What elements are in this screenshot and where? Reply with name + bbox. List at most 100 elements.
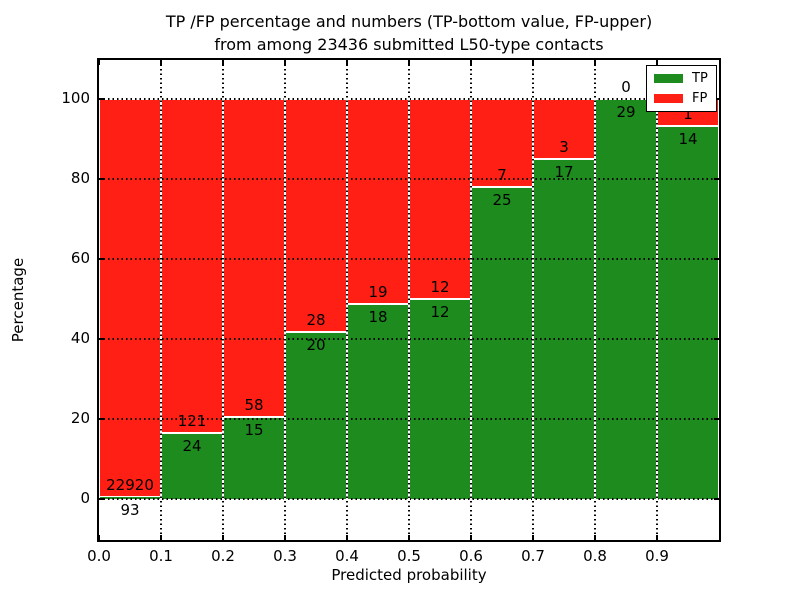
- xtick-label-0.3: 0.3: [273, 547, 297, 565]
- bar-segment-tp-6: [471, 186, 533, 499]
- bar-segment-fp-1: [161, 99, 223, 433]
- xtick-bottom-0.6: [470, 535, 472, 540]
- ytick-right-60: [714, 258, 719, 260]
- gridline-x-0.9: [656, 60, 658, 540]
- gridline-x-0.2: [222, 60, 224, 540]
- chart-title-line2: from among 23436 submitted L50-type cont…: [214, 35, 604, 54]
- ytick-label-20: 20: [70, 409, 90, 427]
- bar-segment-tp-1: [161, 432, 223, 499]
- gridline-x-0.1: [160, 60, 162, 540]
- xtick-label-0.9: 0.9: [645, 547, 669, 565]
- legend-item-tp: TP: [654, 72, 708, 85]
- tp-count-label-2: 15: [244, 420, 264, 439]
- gridline-x-0.4: [346, 60, 348, 540]
- bar-segment-tp-3: [285, 332, 347, 499]
- ytick-left-80: [99, 178, 104, 180]
- bar-segment-tp-5: [409, 299, 471, 499]
- fp-count-label-6: 7: [497, 165, 507, 184]
- xtick-label-0.4: 0.4: [335, 547, 359, 565]
- bar-segment-fp-6: [471, 99, 533, 187]
- chart-title-line1: TP /FP percentage and numbers (TP-bottom…: [165, 12, 653, 31]
- xtick-top-0.6: [470, 60, 472, 65]
- xtick-top-0.3: [284, 60, 286, 65]
- xtick-top-0.0: [98, 60, 100, 65]
- bar-segment-fp-7: [533, 99, 595, 159]
- bar-segment-tp-8: [595, 99, 657, 499]
- legend-item-fp: FP: [654, 92, 708, 105]
- xtick-top-0.9: [656, 60, 658, 65]
- ytick-left-40: [99, 338, 104, 340]
- xtick-top-0.4: [346, 60, 348, 65]
- xtick-label-0.2: 0.2: [211, 547, 235, 565]
- gridline-x-0.6: [470, 60, 472, 540]
- legend-label-tp: TP: [692, 71, 708, 86]
- tp-count-label-3: 20: [306, 336, 326, 355]
- ytick-label-80: 80: [70, 169, 90, 187]
- fp-count-label-4: 19: [368, 283, 388, 302]
- tp-count-label-0: 93: [120, 501, 140, 520]
- xtick-bottom-0.4: [346, 535, 348, 540]
- bar-segment-fp-4: [347, 99, 409, 305]
- bar-segment-tp-7: [533, 159, 595, 499]
- gridline-x-0.5: [408, 60, 410, 540]
- fp-count-label-7: 3: [559, 138, 569, 156]
- gridline-x-0.7: [532, 60, 534, 540]
- ytick-right-40: [714, 338, 719, 340]
- xtick-label-0.0: 0.0: [87, 547, 111, 565]
- fp-count-label-1: 121: [177, 411, 207, 430]
- chart-title: TP /FP percentage and numbers (TP-bottom…: [99, 10, 719, 56]
- tp-count-label-4: 18: [368, 308, 388, 327]
- xtick-label-0.6: 0.6: [459, 547, 483, 565]
- tp-count-label-9: 14: [678, 129, 698, 148]
- xtick-bottom-0.7: [532, 535, 534, 540]
- ytick-right-20: [714, 418, 719, 420]
- x-axis-label: Predicted probability: [331, 566, 487, 584]
- xtick-bottom-0.3: [284, 535, 286, 540]
- xtick-label-0.7: 0.7: [521, 547, 545, 565]
- xtick-bottom-0.1: [160, 535, 162, 540]
- bar-segment-fp-3: [285, 99, 347, 333]
- fp-count-label-2: 58: [244, 395, 264, 414]
- tp-color-swatch: [654, 74, 683, 83]
- legend-label-fp: FP: [692, 91, 708, 106]
- legend: TP FP: [646, 65, 717, 112]
- tp-count-label-8: 29: [616, 103, 636, 121]
- xtick-label-0.8: 0.8: [583, 547, 607, 565]
- ytick-label-0: 0: [80, 489, 90, 507]
- xtick-top-0.2: [222, 60, 224, 65]
- ytick-label-40: 40: [70, 329, 90, 347]
- tp-count-label-6: 25: [492, 190, 512, 209]
- xtick-bottom-0.5: [408, 535, 410, 540]
- ytick-label-60: 60: [70, 249, 90, 267]
- tp-count-label-7: 17: [554, 163, 574, 181]
- ytick-left-60: [99, 258, 104, 260]
- xtick-top-0.1: [160, 60, 162, 65]
- xtick-bottom-0.0: [98, 535, 100, 540]
- xtick-bottom-0.8: [594, 535, 596, 540]
- bar-segment-tp-4: [347, 304, 409, 499]
- ytick-left-100: [99, 98, 104, 100]
- ytick-label-100: 100: [61, 89, 90, 107]
- xtick-top-0.7: [532, 60, 534, 65]
- tp-count-label-5: 12: [430, 303, 450, 321]
- bar-segment-fp-5: [409, 99, 471, 299]
- fp-count-label-0: 22920: [106, 476, 154, 495]
- fp-color-swatch: [654, 94, 683, 103]
- fp-count-label-8: 0: [621, 78, 631, 96]
- xtick-top-0.8: [594, 60, 596, 65]
- xtick-top-0.5: [408, 60, 410, 65]
- xtick-label-0.1: 0.1: [149, 547, 173, 565]
- ytick-right-0: [714, 498, 719, 500]
- ytick-left-0: [99, 498, 104, 500]
- fp-count-label-9: 1: [683, 104, 693, 123]
- xtick-label-0.5: 0.5: [397, 547, 421, 565]
- xtick-bottom-0.9: [656, 535, 658, 540]
- bar-segment-fp-0: [99, 99, 161, 498]
- gridline-x-0.3: [284, 60, 286, 540]
- y-axis-label: Percentage: [9, 257, 27, 343]
- gridline-x-0.8: [594, 60, 596, 540]
- plot-area: 22920 93 121 24 58 15 28 20 19 18 12 12 7 25 3 17 0 29 1 14…: [97, 58, 721, 542]
- fp-count-label-3: 28: [306, 311, 326, 330]
- ytick-left-20: [99, 418, 104, 420]
